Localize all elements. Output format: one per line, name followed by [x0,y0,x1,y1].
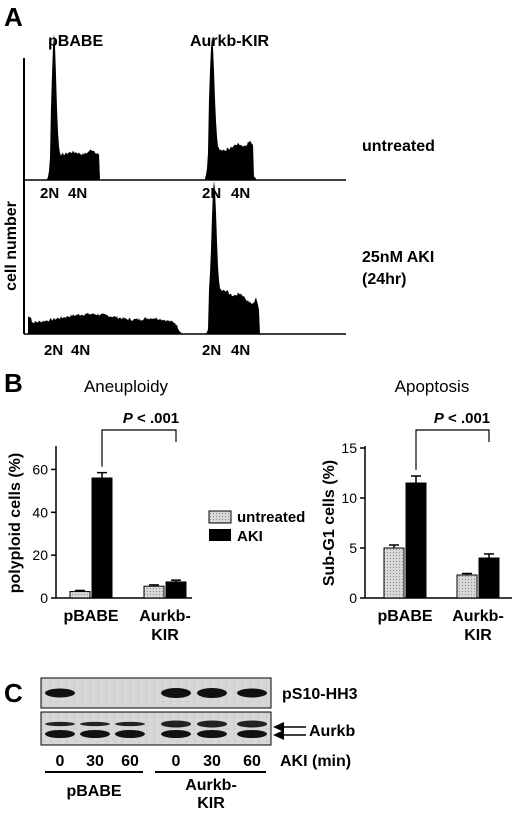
band-aurkb-upper [45,721,75,727]
lane-label: 0 [172,753,181,770]
category-label: pBABE [63,608,118,625]
band-aurkb-lower [115,730,145,738]
peak-label-2n: 2N [44,342,63,359]
lane-label: 30 [86,753,104,770]
y-tick-label: 0 [349,590,357,606]
peak-label-2n: 2N [202,342,221,359]
blot-ps10-hh3 [40,677,272,709]
histogram-aki-pbabe [28,312,185,334]
category-label: Aurkb- [452,608,504,625]
band-ps10-hh3 [197,688,227,698]
band-aurkb-upper [115,721,145,727]
row-label-untreated: untreated [362,138,435,155]
histogram-aki-aurkb-kir [205,180,262,334]
band-label-ps10-hh3: pS10-HH3 [282,686,358,703]
peak-label-4n: 4N [231,342,250,359]
lane-label: 0 [56,753,65,770]
band-ps10-hh3 [237,688,267,698]
legend: untreated AKI [208,509,305,545]
lane-labels: 0 30 60 0 30 60 [56,753,261,770]
blot-bands [45,688,267,738]
category-label: KIR [151,627,179,644]
group-label-aurkb-kir-line2: KIR [197,795,225,812]
bar-untreated-1 [143,585,165,599]
peak-label-2n: 2N [40,185,59,202]
bar-AKI-0 [91,477,113,599]
y-tick-label: 5 [349,540,357,556]
column-label-aurkb-kir: Aurkb-KIR [190,33,270,50]
significance-bracket [101,429,177,467]
y-tick-label: 15 [341,440,357,456]
band-aurkb-lower [80,730,110,738]
bar-AKI-1 [165,581,187,599]
legend-swatch-aki [209,529,231,541]
group-label-aurkb-kir-line1: Aurkb- [185,777,237,794]
y-tick-label: 10 [341,490,357,506]
band-aurkb-lower [237,730,267,738]
lane-label: 30 [203,753,221,770]
significance-bracket [415,429,490,470]
band-aurkb-upper [161,720,191,728]
significance-label: P < .001 [123,410,179,427]
category-label: KIR [464,627,492,644]
row-label-aki-line2: (24hr) [362,271,406,288]
column-label-pbabe: pBABE [48,33,103,50]
y-axis-label: Sub-G1 cells (%) [321,460,338,586]
y-axis-label-cell-number: cell number [3,201,20,291]
bar-AKI-0 [405,482,427,599]
peak-label-2n: 2N [202,185,221,202]
band-aurkb-upper [237,720,267,728]
chart-title: Aneuploidy [84,377,169,396]
group-label-pbabe: pBABE [66,783,121,800]
bar-untreated-0 [383,547,405,599]
apoptosis-chart: Apoptosis Sub-G1 cells (%) 0 5 10 15 pBABE Aurk… [321,377,512,644]
y-tick-label: 60 [32,461,48,477]
panel-b-letter: B [4,368,23,398]
band-aurkb-lower [45,730,75,738]
panel-c-letter: C [4,678,23,708]
band-aurkb-lower [197,730,227,738]
band-ps10-hh3 [45,688,75,698]
histogram-untreated-pbabe [40,33,118,181]
band-aurkb-upper [80,721,110,727]
y-axis-label: polyploid cells (%) [7,453,24,593]
histogram-untreated-aurkb-kir [205,36,256,181]
time-unit-label: AKI (min) [280,753,351,770]
bar-AKI-1 [478,557,500,599]
legend-label-untreated: untreated [237,509,305,526]
arrow-icon [273,722,306,740]
legend-swatch-untreated [208,510,232,524]
aneuploidy-chart: Aneuploidy polyploid cells (%) 0 20 40 60 pBAB… [7,377,192,644]
bar-untreated-1 [456,574,478,599]
band-aurkb-upper [197,720,227,728]
y-tick-label: 20 [32,547,48,563]
bar-untreated-0 [69,591,91,599]
band-label-aurkb: Aurkb [309,723,355,740]
row-label-aki-line1: 25nM AKI [362,249,434,266]
lane-label: 60 [121,753,139,770]
significance-label: P < .001 [434,410,490,427]
y-tick-label: 40 [32,504,48,520]
band-aurkb-lower [161,730,191,738]
blot-aurkb [40,711,272,746]
category-label: Aurkb- [139,608,191,625]
panel-a-letter: A [4,2,23,32]
y-tick-label: 0 [40,590,48,606]
lane-label: 60 [243,753,261,770]
peak-label-4n: 4N [231,185,250,202]
chart-title: Apoptosis [395,377,470,396]
peak-label-4n: 4N [71,342,90,359]
peak-label-4n: 4N [68,185,87,202]
legend-label-aki: AKI [237,528,263,545]
band-ps10-hh3 [161,688,191,698]
category-label: pBABE [377,608,432,625]
